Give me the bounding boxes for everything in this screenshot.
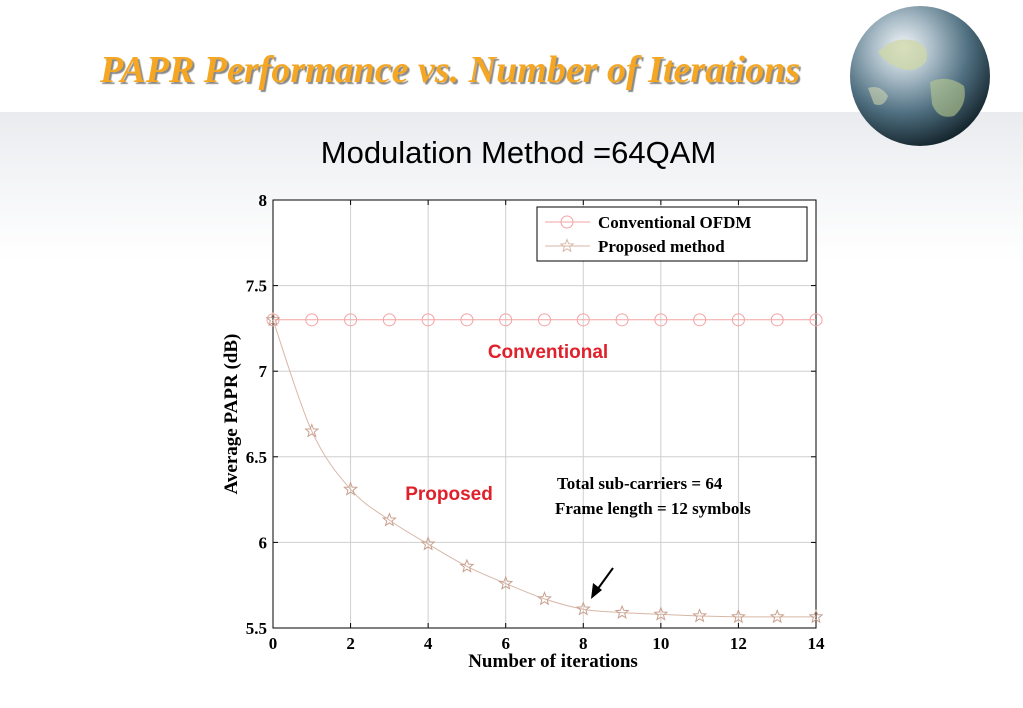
x-tick-label: 6 (501, 634, 510, 653)
proposed-point (343, 481, 359, 496)
proposed-point (265, 311, 281, 327)
proposed-point (808, 608, 824, 624)
proposed-point (730, 609, 746, 624)
conventional-point (809, 313, 823, 327)
proposed-point (498, 575, 514, 590)
x-tick-label: 14 (808, 634, 826, 653)
y-tick-label: 6.5 (246, 448, 267, 467)
x-tick-label: 12 (730, 634, 747, 653)
legend-entry-conventional: Conventional OFDM (598, 213, 751, 232)
plot-area (272, 199, 817, 629)
arrow-annotation (591, 567, 614, 599)
conventional-point (693, 313, 707, 327)
x-tick-label: 10 (652, 634, 669, 653)
proposed-point (653, 606, 669, 621)
x-tick-label: 4 (424, 634, 433, 653)
conventional-point (538, 313, 551, 327)
proposed-point (459, 558, 475, 573)
x-tick-label: 8 (579, 634, 588, 653)
globe-icon (850, 6, 990, 146)
slide-title: PAPR Performance vs. Number of Iteration… (100, 49, 801, 91)
conventional-point (576, 313, 590, 327)
conventional-point (654, 313, 668, 327)
info-frame-length: Frame length = 12 symbols (555, 499, 751, 518)
y-axis-label: Average PAPR (dB) (221, 334, 242, 495)
series-markers (265, 311, 824, 624)
grid-lines (273, 200, 816, 628)
conventional-point (344, 313, 358, 327)
conventional-point (382, 313, 396, 327)
conventional-point (770, 313, 784, 327)
x-tick-label: 2 (346, 634, 355, 653)
x-tick-label: 0 (269, 634, 278, 653)
proposed-point (420, 536, 436, 551)
proposed-point (614, 604, 630, 620)
legend-entry-proposed: Proposed method (598, 237, 725, 256)
info-total-subcarriers: Total sub-carriers = 64 (557, 474, 723, 493)
conventional-point (421, 313, 435, 327)
proposed-point (769, 609, 785, 624)
proposed-annotation: Proposed (405, 484, 493, 505)
proposed-point (381, 512, 397, 527)
y-tick-label: 6 (259, 533, 268, 552)
y-tick-label: 7 (259, 362, 268, 381)
y-tick-label: 5.5 (246, 619, 267, 638)
legend-box (536, 206, 808, 262)
chart-subtitle: Modulation Method =64QAM (320, 135, 717, 170)
conventional-point (499, 313, 513, 327)
axis-ticks: 0 2 4 6 8 10 12 14 5.5 6 6.5 7 7.5 8 (246, 191, 825, 653)
conventional-point (460, 313, 474, 327)
y-tick-label: 7.5 (246, 277, 267, 296)
legend: Conventional OFDM Proposed method (536, 206, 808, 262)
y-tick-label: 8 (259, 191, 268, 210)
conventional-point (305, 313, 319, 327)
legend-star-marker (559, 238, 575, 253)
proposed-point (537, 590, 552, 606)
legend-circle-marker (560, 215, 574, 229)
conventional-point (731, 313, 745, 327)
x-axis-label: Number of iterations (468, 651, 638, 672)
conventional-point (615, 313, 629, 327)
proposed-point (692, 608, 708, 623)
proposed-point (575, 601, 591, 616)
proposed-point (304, 423, 320, 438)
conventional-annotation: Conventional (488, 342, 608, 363)
